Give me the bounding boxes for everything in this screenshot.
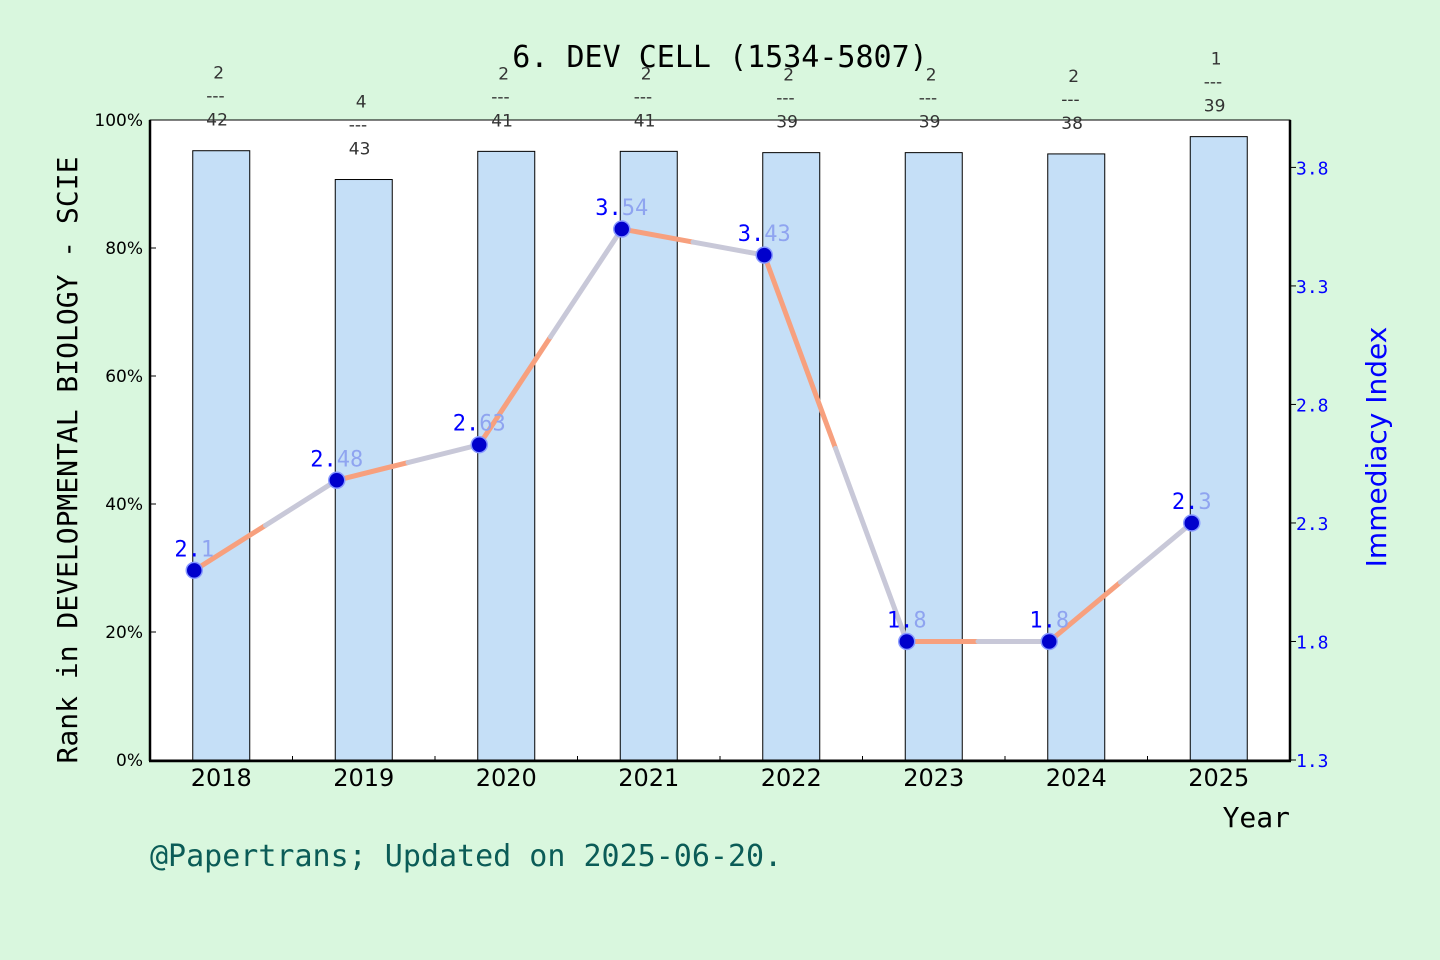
y-left-tick-label: 0%: [116, 751, 143, 771]
y-axis-right-label: Immediacy Index: [1360, 327, 1393, 568]
value-label-2024: 1.8: [1029, 608, 1069, 633]
rank-dash-2024: ---: [1061, 90, 1079, 110]
footer-credit: @Papertrans; Updated on 2025-06-20.: [150, 839, 782, 874]
x-tick-label: 2023: [903, 764, 964, 792]
x-tick-label: 2021: [618, 764, 679, 792]
bar-2018: [192, 150, 251, 761]
bar-2024: [1047, 153, 1106, 761]
rank-dash-2025: ---: [1204, 73, 1222, 93]
value-label-2020: 2.63: [453, 412, 506, 437]
rank-number-2025: 1: [1211, 50, 1222, 70]
y-left-tick-label: 20%: [105, 623, 143, 643]
line-segment-b-2: [548, 226, 625, 340]
x-tick-label: 2018: [191, 764, 252, 792]
rank-number-2021: 2: [641, 64, 652, 84]
rank-total-2025: 39: [1204, 97, 1226, 117]
line-layer: [185, 220, 1201, 651]
rank-total-2018: 42: [206, 111, 228, 131]
y-right-tick-label: 1.8: [1296, 632, 1329, 653]
line-segment-b-0: [263, 477, 340, 528]
line-marker-2019: [328, 471, 346, 490]
x-tick-label: 2022: [761, 764, 822, 792]
value-label-2025: 2.3: [1172, 490, 1212, 515]
line-segment-a-0: [191, 522, 268, 573]
value-label-2022: 3.43: [738, 222, 791, 247]
line-segment-b-1: [405, 442, 482, 466]
bar-2020: [477, 150, 536, 761]
line-segment-b-6: [1118, 520, 1195, 585]
line-segment-b-3: [690, 239, 767, 258]
y-left-tick-label: 80%: [105, 239, 143, 259]
rank-number-2024: 2: [1068, 67, 1079, 87]
rank-dash-2022: ---: [776, 89, 794, 109]
line-marker-2025: [1183, 514, 1201, 532]
rank-total-2024: 38: [1061, 114, 1083, 134]
rank-total-2021: 41: [634, 111, 656, 131]
y-axis-left-label: Rank in DEVELOPMENTAL BIOLOGY - SCIE: [51, 157, 84, 764]
x-axis-label: Year: [1223, 801, 1290, 834]
line-marker-2021: [613, 220, 631, 238]
x-tick-label: 2024: [1046, 764, 1107, 792]
line-segment-a-6: [1046, 579, 1123, 644]
value-label-2023: 1.8: [887, 608, 927, 633]
rank-number-2018: 2: [213, 64, 224, 84]
line-segment-b-4: [833, 445, 910, 644]
bar-2021: [619, 150, 678, 761]
rank-dash-2021: ---: [634, 87, 652, 107]
bar-2025: [1189, 136, 1248, 761]
x-tick-label: 2019: [333, 764, 394, 792]
y-right-tick-label: 3.8: [1296, 158, 1329, 179]
rank-dash-2020: ---: [491, 87, 509, 107]
ticks-layer: 0% 20% 40% 60% 80% 100% 1.3 1.8 2.3 2.8 3.3 3.8 2018…: [94, 111, 1328, 792]
x-tick-label: 2025: [1188, 764, 1249, 792]
rank-dash-2018: ---: [206, 87, 224, 107]
plot-area: [150, 120, 1290, 760]
x-tick-label: 2020: [476, 764, 537, 792]
line-segment-a-1: [334, 460, 411, 483]
line-marker-2020: [470, 435, 488, 454]
y-right-tick-label: 1.3: [1296, 751, 1329, 772]
line-marker-2023: [898, 632, 916, 651]
rank-dash-2019: ---: [349, 116, 367, 136]
y-left-tick-label: 100%: [94, 111, 143, 131]
line-segment-a-3: [619, 226, 696, 245]
y-right-tick-label: 2.8: [1296, 395, 1329, 416]
rank-number-2022: 2: [783, 66, 794, 86]
y-left-tick-label: 60%: [105, 367, 143, 387]
bar-2023: [904, 152, 963, 761]
line-marker-2024: [1040, 632, 1058, 651]
rank-total-2022: 39: [776, 113, 798, 133]
rank-total-2023: 39: [919, 113, 941, 133]
labels-layer: 2 --- 42 4 --- 43 2 --- 41 2 --- 41 2 --- 39 2 --- 39 2 ---…: [174, 50, 1225, 634]
line-segment-a-4: [761, 252, 838, 451]
rank-number-2020: 2: [498, 64, 509, 84]
value-label-2019: 2.48: [310, 447, 363, 472]
y-right-tick-label: 3.3: [1296, 277, 1329, 298]
rank-total-2020: 41: [491, 111, 513, 131]
rank-number-2023: 2: [926, 66, 937, 86]
line-marker-2022: [755, 246, 773, 264]
line-marker-2018: [185, 561, 203, 580]
rank-total-2019: 43: [349, 140, 371, 160]
value-label-2018: 2.1: [174, 537, 214, 562]
rank-number-2019: 4: [356, 93, 367, 113]
value-label-2021: 3.54: [595, 196, 648, 221]
y-right-tick-label: 2.3: [1296, 514, 1329, 535]
rank-dash-2023: ---: [919, 89, 937, 109]
y-left-tick-label: 40%: [105, 495, 143, 515]
chart-title: 6. DEV CELL (1534-5807): [512, 40, 927, 75]
line-segment-a-2: [476, 334, 553, 448]
